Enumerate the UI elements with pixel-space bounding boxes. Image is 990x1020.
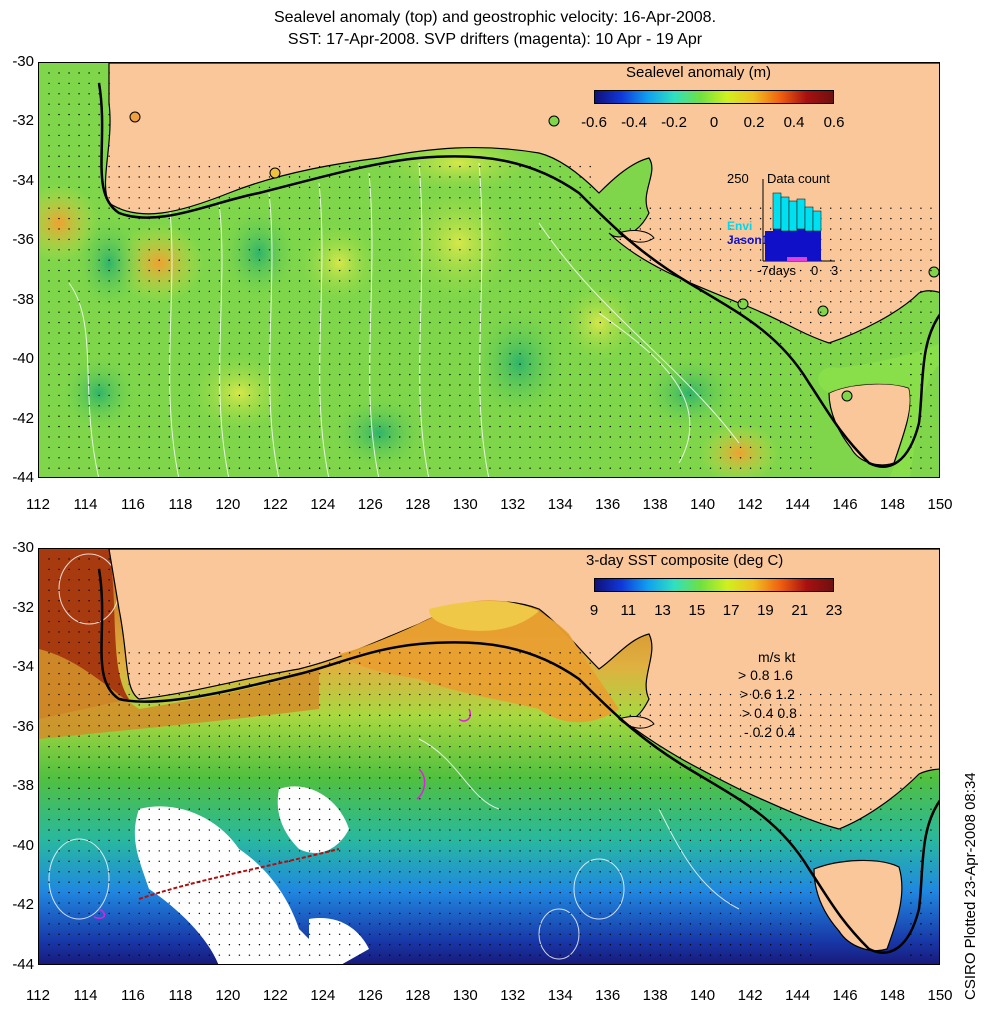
sealevel-cb-tick-0: 0	[709, 114, 719, 131]
bottom-xtick-142: 142	[737, 987, 763, 1004]
velocity-legend-row-0.4: > 0.4 0.8	[742, 705, 797, 721]
sealevel-map-graphic	[39, 63, 939, 477]
sealevel-anomaly-map: 250 Data count Envi Jason1 -7days 0 3	[38, 62, 940, 478]
velocity-vectors	[48, 72, 932, 469]
sst-cb-tick-19: 19	[757, 602, 774, 619]
bottom-ytick--42: -42	[12, 896, 34, 914]
bottom-xtick-128: 128	[405, 987, 431, 1004]
top-xtick-138: 138	[642, 496, 668, 513]
bottom-xtick-148: 148	[880, 987, 906, 1004]
bottom-xtick-126: 126	[357, 987, 383, 1004]
inset-xtick-minus7: -7days	[757, 263, 797, 278]
inset-xtick-3: 3	[831, 263, 839, 278]
sealevel-cb-tick-0.6: 0.6	[823, 114, 845, 131]
top-ytick--36: -36	[12, 231, 34, 249]
bottom-xtick-122: 122	[262, 987, 288, 1004]
velocity-legend-row-0.6: > 0.6 1.2	[740, 686, 795, 702]
data-count-histogram	[762, 179, 835, 262]
top-xtick-146: 146	[832, 496, 858, 513]
sst-map	[38, 548, 940, 965]
velocity-legend-row-0.8: > 0.8 1.6	[738, 667, 793, 683]
bottom-xtick-112: 112	[26, 987, 50, 1004]
sst-colorbar	[594, 578, 834, 592]
bottom-ytick--38: -38	[12, 777, 34, 795]
bottom-xtick-124: 124	[310, 987, 336, 1004]
top-xtick-116: 116	[120, 496, 145, 513]
velocity-legend-row-0.2: - 0.2 0.4	[744, 724, 796, 740]
figure-title-line1: Sealevel anomaly (top) and geostrophic v…	[273, 9, 717, 26]
top-ytick--30: -30	[12, 53, 34, 70]
top-xtick-148: 148	[880, 496, 906, 513]
inset-series-envi: Envi	[727, 219, 753, 233]
top-xtick-132: 132	[500, 496, 526, 513]
bottom-ytick--40: -40	[12, 836, 34, 854]
bottom-xtick-144: 144	[785, 987, 811, 1004]
bottom-xtick-120: 120	[215, 987, 241, 1004]
top-xtick-120: 120	[215, 496, 241, 513]
velocity-legend-header: m/s kt	[758, 649, 796, 665]
bottom-xtick-140: 140	[690, 987, 716, 1004]
top-ytick--44: -44	[12, 469, 34, 486]
sst-cb-tick-9: 9	[589, 602, 599, 619]
bottom-ytick--44: -44	[12, 956, 34, 973]
top-xtick-142: 142	[737, 496, 763, 513]
sst-cb-tick-15: 15	[688, 602, 706, 619]
top-xtick-128: 128	[405, 496, 431, 513]
bottom-xtick-132: 132	[500, 987, 526, 1004]
sealevel-colorbar-title: Sealevel anomaly (m)	[626, 64, 772, 81]
sealevel-cb-tick--0.6: -0.6	[581, 114, 607, 131]
bottom-xtick-118: 118	[168, 987, 193, 1004]
sst-cb-tick-13: 13	[654, 602, 671, 619]
top-xtick-126: 126	[357, 496, 383, 513]
bottom-ytick--34: -34	[12, 658, 34, 676]
sst-colorbar-title: 3-day SST composite (deg C)	[586, 552, 784, 569]
top-xtick-134: 134	[547, 496, 573, 513]
inset-xtick-0: 0	[811, 263, 819, 278]
top-xtick-140: 140	[690, 496, 716, 513]
top-ytick--34: -34	[12, 171, 34, 189]
inset-ytick: 250	[727, 171, 749, 186]
inset-title: Data count	[767, 171, 830, 186]
top-xtick-144: 144	[785, 496, 811, 513]
sealevel-cb-tick--0.4: -0.4	[621, 114, 647, 131]
bottom-ytick--32: -32	[12, 598, 34, 616]
bottom-xtick-134: 134	[547, 987, 573, 1004]
bottom-ytick--30: -30	[12, 539, 34, 556]
top-xtick-118: 118	[168, 496, 193, 513]
sst-cb-tick-11: 11	[620, 602, 637, 619]
figure-title-line2: SST: 17-Apr-2008. SVP drifters (magenta)…	[287, 31, 703, 48]
sealevel-cb-tick-0.4: 0.4	[783, 114, 805, 131]
top-xtick-150: 150	[927, 496, 953, 513]
top-ytick--40: -40	[12, 350, 34, 368]
top-xtick-112: 112	[26, 496, 50, 513]
top-ytick--38: -38	[12, 290, 34, 308]
bottom-xtick-138: 138	[642, 987, 668, 1004]
top-xtick-136: 136	[595, 496, 621, 513]
bottom-xtick-114: 114	[73, 987, 98, 1004]
data-count-inset: 250 Data count Envi Jason1 -7days 0 3	[727, 169, 838, 278]
bottom-xtick-130: 130	[452, 987, 478, 1004]
top-xtick-130: 130	[452, 496, 478, 513]
sealevel-colorbar	[594, 90, 834, 104]
sealevel-cb-tick--0.2: -0.2	[661, 114, 687, 131]
credit-label: CSIRO Plotted 23-Apr-2008 08:34	[962, 772, 979, 1000]
sst-cb-tick-23: 23	[825, 602, 843, 619]
bottom-xtick-146: 146	[832, 987, 858, 1004]
top-xtick-122: 122	[262, 496, 288, 513]
top-ytick--42: -42	[12, 409, 34, 427]
sst-cb-tick-17: 17	[722, 602, 740, 619]
top-xtick-114: 114	[73, 496, 98, 513]
sst-cb-tick-21: 21	[791, 602, 809, 619]
sealevel-cb-tick-0.2: 0.2	[743, 114, 765, 131]
top-ytick--32: -32	[12, 112, 34, 130]
bottom-ytick--36: -36	[12, 717, 34, 735]
sst-map-graphic	[39, 549, 939, 964]
inset-series-jason1: Jason1	[727, 233, 769, 247]
bottom-xtick-116: 116	[120, 987, 145, 1004]
bottom-xtick-136: 136	[595, 987, 621, 1004]
bottom-xtick-150: 150	[927, 987, 953, 1004]
velocity-vectors	[48, 558, 932, 956]
top-xtick-124: 124	[310, 496, 336, 513]
